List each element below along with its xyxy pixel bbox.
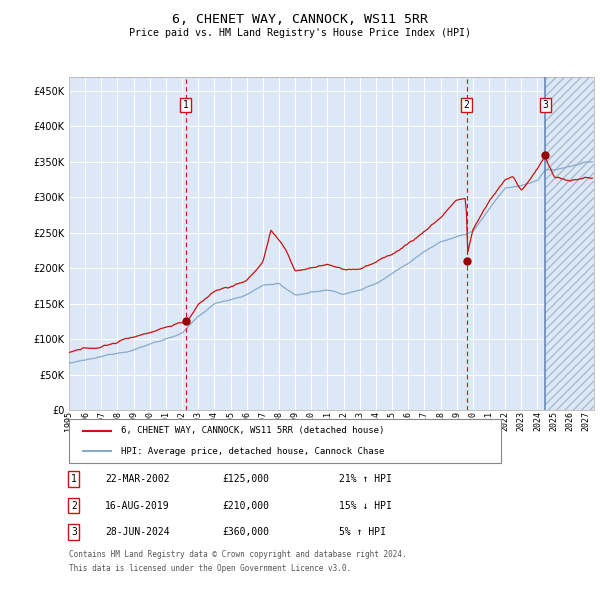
Text: 6, CHENET WAY, CANNOCK, WS11 5RR: 6, CHENET WAY, CANNOCK, WS11 5RR	[172, 13, 428, 26]
Text: £210,000: £210,000	[222, 501, 269, 510]
Text: 28-JUN-2024: 28-JUN-2024	[105, 527, 170, 537]
Text: 21% ↑ HPI: 21% ↑ HPI	[339, 474, 392, 484]
Text: 2: 2	[71, 501, 77, 510]
Text: 1: 1	[71, 474, 77, 484]
Text: 2: 2	[464, 100, 470, 110]
Text: £360,000: £360,000	[222, 527, 269, 537]
Text: HPI: Average price, detached house, Cannock Chase: HPI: Average price, detached house, Cann…	[121, 447, 384, 455]
Text: 5% ↑ HPI: 5% ↑ HPI	[339, 527, 386, 537]
Text: 22-MAR-2002: 22-MAR-2002	[105, 474, 170, 484]
Text: 15% ↓ HPI: 15% ↓ HPI	[339, 501, 392, 510]
Text: 16-AUG-2019: 16-AUG-2019	[105, 501, 170, 510]
Text: Contains HM Land Registry data © Crown copyright and database right 2024.: Contains HM Land Registry data © Crown c…	[69, 550, 407, 559]
Text: 3: 3	[71, 527, 77, 537]
Text: Price paid vs. HM Land Registry's House Price Index (HPI): Price paid vs. HM Land Registry's House …	[129, 28, 471, 38]
Text: This data is licensed under the Open Government Licence v3.0.: This data is licensed under the Open Gov…	[69, 565, 351, 573]
Text: £125,000: £125,000	[222, 474, 269, 484]
Text: 3: 3	[542, 100, 548, 110]
Text: 1: 1	[182, 100, 188, 110]
Text: 6, CHENET WAY, CANNOCK, WS11 5RR (detached house): 6, CHENET WAY, CANNOCK, WS11 5RR (detach…	[121, 427, 384, 435]
